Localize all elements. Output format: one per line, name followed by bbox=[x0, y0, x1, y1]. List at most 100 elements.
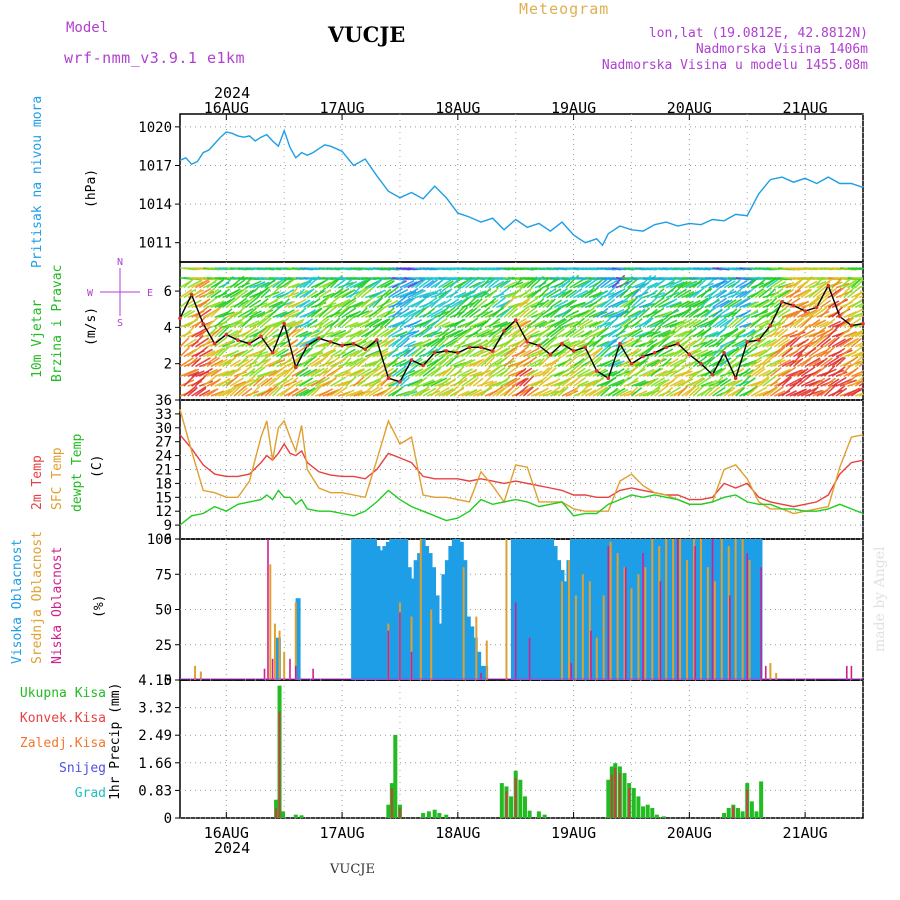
wind-barb bbox=[573, 348, 588, 358]
wind-barb bbox=[349, 301, 364, 309]
high-cloud-bar bbox=[378, 550, 384, 680]
high-cloud-bar bbox=[385, 541, 391, 680]
wind-barb bbox=[395, 307, 410, 318]
wind-barb bbox=[229, 359, 242, 368]
wind-barb bbox=[681, 308, 692, 318]
wind-barb bbox=[364, 386, 380, 397]
wind-barb bbox=[472, 291, 487, 299]
wind-barb bbox=[526, 368, 539, 377]
wind-barb bbox=[330, 287, 344, 299]
wind-barb bbox=[565, 364, 579, 377]
wind-barb bbox=[619, 298, 634, 309]
wind-barb bbox=[472, 328, 490, 338]
wind-barb bbox=[245, 334, 258, 348]
wind-barb bbox=[700, 326, 712, 338]
wind-barb bbox=[341, 289, 356, 299]
wind-barb bbox=[457, 295, 472, 308]
wind-barb bbox=[368, 365, 384, 377]
mid-cloud-bar bbox=[720, 539, 723, 680]
y-tick-label: 0.83 bbox=[138, 783, 172, 799]
wind-barb bbox=[345, 299, 357, 309]
total-rain-bar bbox=[426, 811, 431, 818]
wind-barb bbox=[851, 370, 863, 378]
wind-barb bbox=[430, 367, 442, 377]
wind-barb bbox=[225, 349, 240, 358]
wind-barb bbox=[303, 300, 315, 309]
wind-barb bbox=[437, 356, 449, 368]
wind-barb bbox=[210, 390, 225, 397]
wind-barb bbox=[322, 319, 334, 328]
wind-barb bbox=[685, 307, 700, 318]
wind-barb bbox=[353, 347, 365, 358]
wind-barb bbox=[465, 388, 478, 397]
y-tick-label: 1.66 bbox=[138, 756, 172, 772]
wind-barb bbox=[646, 338, 658, 348]
wind-barb bbox=[704, 277, 717, 289]
wind-barb bbox=[252, 366, 266, 377]
high-cloud-bar bbox=[674, 539, 680, 680]
wind-barb bbox=[631, 379, 647, 387]
wind-barb bbox=[603, 284, 618, 299]
low-cloud-bar bbox=[289, 658, 291, 680]
wind-barb bbox=[180, 309, 192, 318]
wind-barb bbox=[677, 356, 688, 368]
mid-cloud-bar bbox=[505, 539, 508, 680]
wind-barb bbox=[480, 374, 494, 387]
wind-barb bbox=[484, 277, 496, 289]
wind-barb bbox=[557, 365, 574, 377]
wind-barb bbox=[372, 354, 386, 368]
wind-barb bbox=[608, 361, 622, 368]
wind-barb bbox=[503, 365, 519, 377]
wind-speed-point bbox=[409, 358, 414, 362]
wind-barb bbox=[688, 305, 705, 318]
wind-barb bbox=[661, 286, 676, 299]
mid-cloud-bar bbox=[769, 663, 772, 680]
wind-barb bbox=[731, 315, 746, 328]
y-tick-label: 18 bbox=[155, 476, 172, 492]
wind-barb bbox=[661, 340, 676, 348]
wind-barb bbox=[526, 358, 542, 368]
wind-barb bbox=[843, 330, 857, 338]
wind-barb bbox=[488, 336, 501, 348]
wind-barb bbox=[839, 337, 854, 348]
wind-speed-point bbox=[178, 316, 182, 321]
wind-barb bbox=[627, 296, 639, 308]
wind-barb bbox=[831, 376, 847, 387]
wind-barb bbox=[858, 304, 863, 309]
wind-barb bbox=[820, 278, 833, 289]
wind-barb bbox=[588, 297, 603, 309]
high-cloud-bar bbox=[382, 546, 388, 680]
wind-barb bbox=[383, 307, 395, 318]
wind-barb bbox=[445, 306, 460, 318]
wind-barb bbox=[430, 315, 444, 328]
wind-barb bbox=[195, 287, 212, 299]
wind-barb bbox=[214, 278, 225, 289]
wind-speed-point bbox=[398, 380, 402, 384]
sfc-temp-line bbox=[179, 409, 864, 515]
wind-barb bbox=[820, 327, 834, 338]
wind-barb bbox=[360, 385, 374, 397]
wind-barb bbox=[688, 336, 703, 348]
wind-barb bbox=[287, 376, 299, 387]
wind-barb bbox=[731, 298, 747, 309]
wind-barb bbox=[411, 341, 423, 348]
wind-barb bbox=[326, 329, 342, 338]
total-rain-bar bbox=[726, 808, 731, 818]
wind-barb bbox=[854, 341, 863, 348]
wind-barb bbox=[495, 376, 511, 387]
wind-barb bbox=[719, 378, 732, 387]
total-rain-bar bbox=[437, 813, 442, 818]
wind-barb bbox=[268, 319, 285, 328]
wind-barb bbox=[488, 364, 503, 377]
wind-barb bbox=[206, 316, 219, 328]
wind-barb bbox=[654, 288, 665, 299]
y-tick-label: 6 bbox=[164, 284, 172, 300]
wind-barb bbox=[399, 376, 411, 387]
wind-barb bbox=[283, 300, 296, 309]
wind-barb bbox=[600, 338, 617, 348]
wind-barb bbox=[291, 327, 304, 338]
wind-barb bbox=[407, 329, 420, 338]
wind-barb bbox=[588, 310, 603, 318]
wind-barb bbox=[553, 318, 567, 328]
wind-barb bbox=[337, 299, 352, 309]
